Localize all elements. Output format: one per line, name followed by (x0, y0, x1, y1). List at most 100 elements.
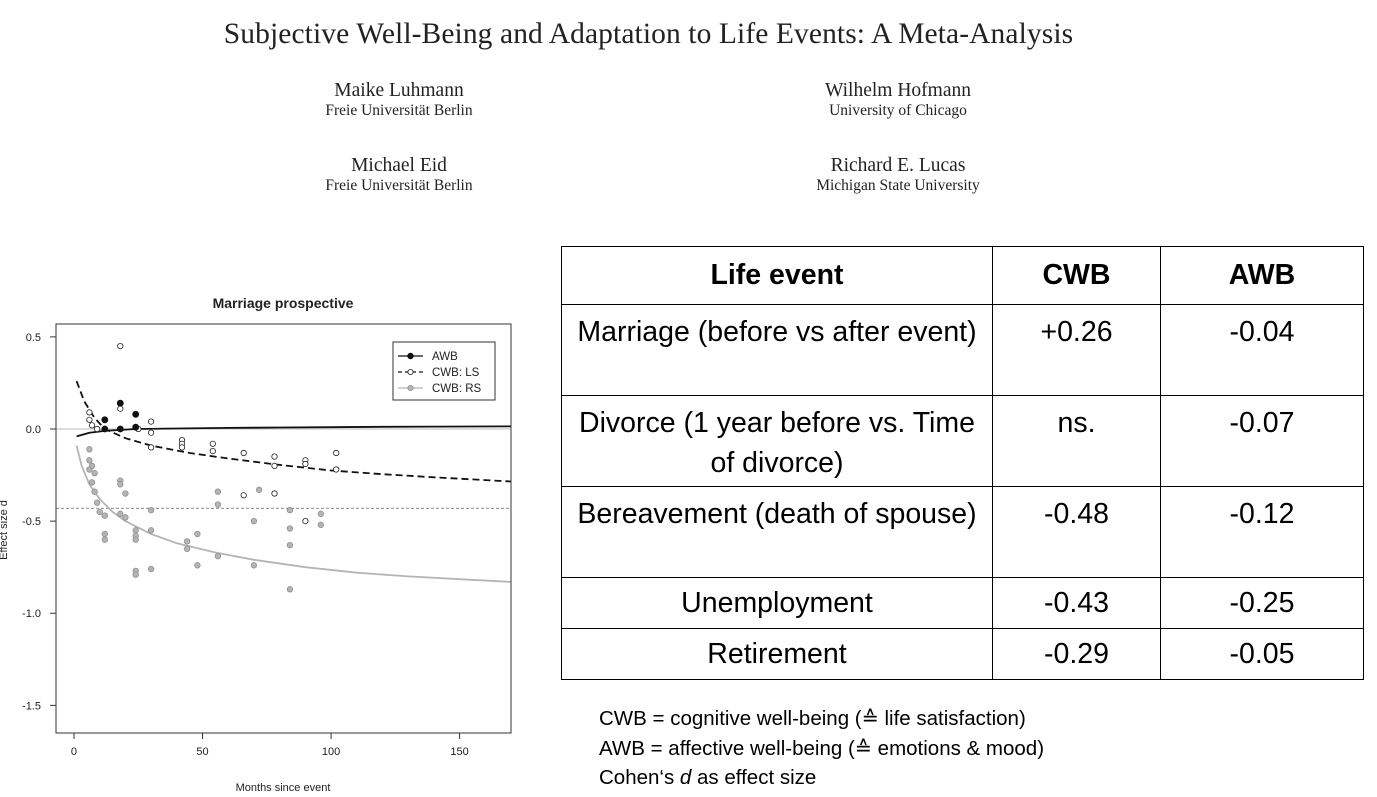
chart-legend: AWB CWB: LS CWB: RS (392, 341, 496, 401)
data-point-cwb-rs (122, 490, 129, 497)
data-point-cwb-ls (148, 429, 155, 436)
data-point-cwb-rs (194, 562, 201, 569)
data-point-awb (101, 425, 109, 433)
data-point-cwb-rs (147, 565, 155, 573)
data-point-cwb-rs (183, 538, 191, 545)
data-point-cwb-rs (317, 521, 324, 528)
header-cwb: CWB (992, 246, 1161, 305)
x-tick-label: 100 (322, 746, 340, 758)
data-point-cwb-rs (86, 446, 93, 453)
data-point-cwb-rs (88, 462, 96, 470)
y-tick-label: -1.0 (22, 608, 41, 620)
data-point-awb (132, 423, 140, 431)
data-point-cwb-rs (86, 457, 93, 464)
data-point-cwb-ls (117, 405, 124, 412)
author-affiliation: Michigan State University (816, 177, 980, 194)
data-point-awb (101, 416, 109, 424)
axes: 0 50 100 150 0.5 0.0 -0.5 -1.0 -1.5 (22, 332, 469, 758)
author-name: Michael Eid (351, 155, 447, 176)
fit-curve-cwb-rs (75, 445, 511, 583)
author-block: Wilhelm Hofmann University of Chicago (748, 80, 1048, 119)
cwb-cell: -0.48 (992, 486, 1161, 578)
legend-marker (407, 369, 414, 376)
cwb-cell: +0.26 (992, 304, 1161, 396)
data-point-cwb-rs (117, 481, 124, 488)
header-life-event: Life event (561, 246, 993, 305)
data-point-cwb-ls (86, 416, 93, 423)
author-affiliation: Freie Universität Berlin (325, 177, 473, 194)
data-point-cwb-rs (132, 527, 139, 534)
data-point-cwb-ls (94, 425, 101, 433)
data-point-cwb-ls (240, 492, 247, 499)
data-point-cwb-rs (286, 541, 294, 549)
footnote-cohen-d: d (679, 766, 692, 789)
table-row: Divorce (1 year before vs. Time of divor… (561, 395, 1364, 487)
data-point-cwb-ls (271, 490, 278, 497)
life-event-cell: Unemployment (561, 577, 993, 629)
y-tick-label: 0.5 (26, 332, 41, 344)
table-row: Marriage (before vs after event) +0.26 -… (561, 304, 1364, 396)
fit-curve-cwb-ls (75, 380, 511, 483)
footnote-awb: AWB = affective well-being (≙ emotions &… (599, 736, 1045, 760)
life-event-cell: Bereavement (death of spouse) (561, 486, 993, 578)
plot-frame (55, 323, 512, 734)
data-point-cwb-ls (333, 466, 340, 473)
fit-curve-awb (76, 425, 511, 438)
x-tick-label: 50 (196, 746, 208, 758)
data-point-cwb-rs (117, 510, 124, 517)
data-point-cwb-rs (317, 510, 324, 517)
data-point-cwb-rs (101, 536, 108, 543)
data-point-cwb-ls (333, 449, 340, 457)
data-point-cwb-rs (194, 530, 201, 538)
data-point-cwb-ls (240, 449, 247, 457)
data-point-cwb-rs (93, 499, 101, 506)
x-tick-label: 0 (71, 746, 77, 758)
header-awb: AWB (1160, 246, 1364, 305)
legend-marker (407, 352, 414, 360)
plot-layer (56, 342, 511, 593)
author-block: Maike Luhmann Freie Universität Berlin (249, 80, 549, 119)
paper-title: Subjective Well-Being and Adaptation to … (223, 18, 1074, 50)
data-point-awb (116, 425, 124, 433)
data-point-cwb-ls (88, 422, 96, 429)
data-point-cwb-rs (101, 530, 108, 538)
footnote-cohen-suffix: as effect size (691, 766, 817, 789)
y-axis-label: Effect size d (0, 500, 10, 560)
chart-title: Marriage prospective (213, 295, 354, 311)
data-point-cwb-ls (302, 518, 309, 525)
data-point-cwb-rs (286, 506, 294, 514)
awb-cell: -0.25 (1160, 577, 1364, 629)
data-point-cwb-rs (101, 512, 108, 519)
data-point-awb (116, 399, 124, 407)
data-point-cwb-rs (88, 479, 96, 486)
footnote-cohen-prefix: Cohen‘s (599, 766, 680, 789)
footnote-cohen: Cohen‘s d as effect size (599, 763, 1044, 793)
awb-cell: -0.12 (1160, 486, 1364, 578)
data-point-cwb-ls (302, 460, 309, 468)
awb-cell: -0.07 (1160, 395, 1364, 487)
data-point-cwb-ls (148, 418, 155, 425)
table-header-row: Life event CWB AWB (561, 246, 1364, 305)
life-event-cell: Marriage (before vs after event) (561, 304, 993, 396)
data-point-cwb-rs (91, 488, 98, 495)
data-point-cwb-ls (178, 444, 186, 451)
data-point-cwb-rs (255, 486, 263, 493)
y-tick-label: -1.5 (22, 700, 41, 712)
y-tick-label: 0.0 (26, 424, 41, 436)
data-point-cwb-rs (147, 527, 155, 534)
cwb-cell: -0.43 (992, 577, 1161, 629)
data-point-cwb-ls (271, 453, 278, 460)
legend-label: AWB (432, 351, 458, 363)
author-block: Michael Eid Freie Universität Berlin (249, 155, 549, 194)
data-point-cwb-rs (132, 536, 139, 543)
data-point-cwb-ls (209, 440, 216, 447)
data-point-cwb-rs (286, 586, 294, 593)
table-row: Bereavement (death of spouse) -0.48 -0.1… (561, 486, 1364, 578)
awb-cell: -0.05 (1160, 628, 1364, 680)
data-point-cwb-ls (271, 462, 278, 469)
author-name: Maike Luhmann (334, 80, 464, 101)
x-tick-label: 150 (450, 746, 468, 758)
data-point-cwb-rs (214, 488, 222, 495)
table-footnotes: CWB = cognitive well-being (≙ life satis… (599, 704, 1044, 793)
data-point-cwb-rs (214, 501, 222, 508)
